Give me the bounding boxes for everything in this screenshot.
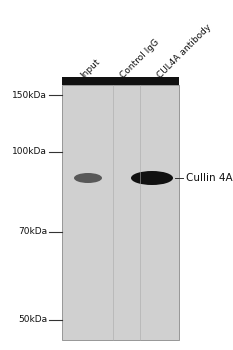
Text: Cullin 4A: Cullin 4A (186, 173, 233, 183)
Ellipse shape (74, 173, 102, 183)
Text: CUL4A antibody: CUL4A antibody (156, 22, 213, 80)
Bar (62, 77, 179, 85)
Bar (62, 85, 179, 340)
Ellipse shape (131, 171, 173, 185)
Text: 70kDa: 70kDa (18, 228, 47, 237)
Text: 50kDa: 50kDa (18, 315, 47, 324)
Text: Input: Input (79, 57, 102, 80)
Text: 150kDa: 150kDa (12, 91, 47, 99)
Text: Control IgG: Control IgG (119, 37, 161, 80)
Text: 100kDa: 100kDa (12, 147, 47, 156)
